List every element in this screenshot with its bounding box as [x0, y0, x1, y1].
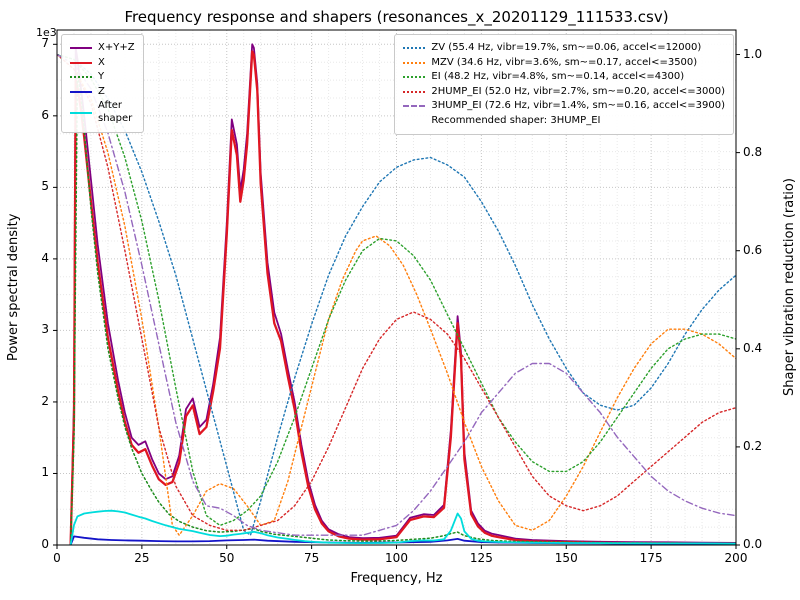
legend-label: EI (48.2 Hz, vibr=4.8%, sm~=0.14, accel<…: [431, 71, 685, 82]
line-swatch-x: [70, 61, 92, 64]
chart-title: Frequency response and shapers (resonanc…: [124, 8, 669, 26]
line-swatch-3hump-ei: [403, 105, 426, 108]
x-tick-label: 0: [53, 551, 61, 565]
x-tick-label: 125: [469, 551, 493, 565]
y-right-tick-label: 1.0: [743, 46, 763, 61]
y-left-tick-label: 3: [41, 322, 49, 337]
curve-2HUMP_EI: [57, 53, 736, 531]
curve-EI: [57, 53, 736, 527]
legend-item: 2HUMP_EI (52.0 Hz, vibr=2.7%, sm~=0.20, …: [403, 86, 725, 99]
line-swatch-y: [70, 76, 92, 79]
y-right-tick-label: 0.8: [743, 144, 763, 159]
y-left-tick-label: 0: [41, 537, 49, 551]
legend-item: EI (48.2 Hz, vibr=4.8%, sm~=0.14, accel<…: [403, 71, 725, 84]
legend-item: 3HUMP_EI (72.6 Hz, vibr=1.4%, sm~=0.16, …: [403, 100, 725, 113]
y-axis-offset-text: 1e3: [36, 26, 57, 39]
legend-label: Z: [98, 85, 105, 97]
y-left-tick-label: 6: [41, 107, 49, 122]
line-swatch-ei: [403, 76, 426, 79]
curve-Y: [69, 72, 736, 545]
x-tick-label: 75: [303, 551, 320, 565]
tick-marks: [53, 43, 740, 549]
legend-item: MZV (34.6 Hz, vibr=3.6%, sm~=0.17, accel…: [403, 57, 725, 70]
curve-X: [69, 50, 736, 545]
curve-3HUMP_EI: [57, 53, 736, 536]
y-right-tick-label: 0.2: [743, 438, 763, 453]
legend-shapers: ZV (55.4 Hz, vibr=19.7%, sm~=0.06, accel…: [394, 34, 734, 135]
recommended-shaper-label: Recommended shaper: 3HUMP_EI: [431, 114, 601, 126]
curve-ZV: [57, 53, 736, 536]
y-right-tick-label: 0.6: [743, 242, 763, 257]
x-tick-label: 150: [554, 551, 578, 565]
y-left-tick-label: 1: [41, 465, 49, 480]
x-tick-label: 100: [385, 551, 408, 565]
legend-label: ZV (55.4 Hz, vibr=19.7%, sm~=0.06, accel…: [431, 42, 702, 53]
y-axis-label-right: Shaper vibration reduction (ratio): [782, 178, 797, 397]
line-swatch-mzv: [403, 61, 426, 64]
recommended-shaper-note: Recommended shaper: 3HUMP_EI: [403, 115, 725, 128]
legend-label: 3HUMP_EI (72.6 Hz, vibr=1.4%, sm~=0.16, …: [431, 100, 725, 111]
x-tick-label: 25: [134, 551, 150, 565]
y-left-tick-label: 4: [41, 250, 49, 265]
legend-item: X+Y+Z: [70, 42, 135, 55]
line-swatch-z: [70, 90, 92, 93]
legend-label: 2HUMP_EI (52.0 Hz, vibr=2.7%, sm~=0.20, …: [431, 85, 725, 97]
y-right-tick-label: 0.0: [743, 537, 763, 551]
y-right-tick-label: 0.4: [743, 340, 763, 355]
legend-item: X: [70, 57, 135, 70]
curve-After shaper: [69, 509, 736, 545]
x-tick-label: 200: [724, 551, 748, 565]
x-tick-label: 50: [219, 551, 235, 565]
legend-item: After shaper: [70, 100, 135, 125]
legend-label: X+Y+Z: [98, 42, 135, 53]
line-swatch-after-shaper: [70, 111, 92, 114]
curve-MZV: [57, 53, 736, 536]
legend-label: MZV (34.6 Hz, vibr=3.6%, sm~=0.17, accel…: [431, 56, 698, 68]
x-axis-label: Frequency, Hz: [350, 571, 443, 586]
legend-label: After shaper: [98, 100, 133, 124]
legend-item: Z: [70, 86, 135, 99]
legend-item: ZV (55.4 Hz, vibr=19.7%, sm~=0.06, accel…: [403, 42, 725, 55]
y-left-tick-label: 5: [41, 179, 49, 194]
line-swatch-xyz: [70, 47, 92, 50]
legend-item: Y: [70, 71, 135, 84]
y-left-tick-label: 2: [41, 393, 49, 408]
curves: [57, 43, 736, 545]
line-swatch-zv: [403, 47, 426, 50]
legend-label: X: [98, 56, 105, 68]
x-tick-label: 175: [639, 551, 663, 565]
legend-psd: X+Y+Z X Y Z After shaper: [61, 34, 144, 133]
line-swatch-2hump-ei: [403, 90, 426, 93]
y-left-tick-label: 7: [41, 36, 49, 51]
legend-label: Y: [98, 71, 105, 82]
